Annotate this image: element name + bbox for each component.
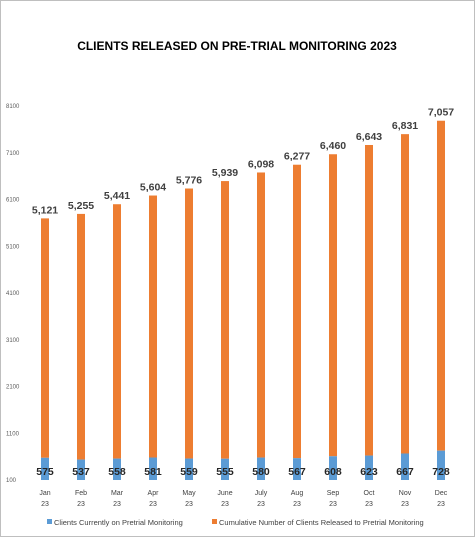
data-label-cumulative-released: 6,277 [284,151,310,163]
x-tick-label-year: 23 [365,501,373,508]
bar-currently-monitored [149,457,157,480]
bar-currently-monitored [41,457,49,480]
bar-cumulative-released [41,218,49,458]
data-label-currently-monitored: 580 [252,466,270,478]
x-tick-label-year: 23 [149,501,157,508]
bar-cumulative-released [221,181,229,459]
data-label-currently-monitored: 559 [180,466,198,478]
x-tick-label-year: 23 [293,501,301,508]
data-label-cumulative-released: 7,057 [428,107,454,119]
bar-cumulative-released [149,195,157,458]
legend: Clients Currently on Pretrial Monitoring… [47,518,424,527]
bar-currently-monitored [365,455,373,480]
data-label-currently-monitored: 537 [72,466,90,478]
bar-cumulative-released [437,120,445,451]
data-label-cumulative-released: 5,441 [104,190,130,202]
bar-currently-monitored [77,459,85,480]
legend-swatch [47,519,52,524]
y-tick-label: 7100 [6,151,20,157]
bar-currently-monitored [113,458,121,480]
data-label-cumulative-released: 5,939 [212,167,238,179]
data-label-cumulative-released: 6,098 [248,158,274,170]
data-label-currently-monitored: 567 [288,466,306,478]
x-tick-label-year: 23 [329,501,337,508]
x-tick-label-year: 23 [401,501,409,508]
x-axis: Jan 23 Feb 23 Mar 23 Apr 23 May 23 June 23 July 23 Aug… [39,490,447,508]
y-tick-label: 5100 [6,244,20,250]
x-tick-label-month: May [182,490,196,497]
x-tick-label-year: 23 [437,501,445,508]
bar-cumulative-released [257,172,265,458]
bar-currently-monitored [185,458,193,480]
x-tick-label-month: Sep [327,490,340,497]
data-label-cumulative-released: 5,255 [68,200,94,212]
data-label-currently-monitored: 623 [360,466,378,478]
data-label-currently-monitored: 667 [396,466,414,478]
x-tick-label-month: Apr [148,490,160,497]
x-tick-label-year: 23 [41,501,49,508]
bar-currently-monitored [329,456,337,480]
data-label-currently-monitored: 555 [216,466,234,478]
x-tick-label-month: Feb [75,490,87,497]
bar-currently-monitored [221,458,229,480]
x-tick-label-year: 23 [257,501,265,508]
x-tick-label-month: Oct [364,490,375,497]
y-tick-label: 3100 [6,338,20,344]
bar-cumulative-released [401,134,409,454]
y-tick-label: 4100 [6,291,20,297]
bar-cumulative-released [293,164,301,459]
chart-title: CLIENTS RELEASED ON PRE-TRIAL MONITORING… [77,39,397,53]
x-tick-label-year: 23 [77,501,85,508]
bar-currently-monitored [401,453,409,480]
bar-cumulative-released [365,144,373,456]
y-tick-label: 6100 [6,198,20,204]
data-label-cumulative-released: 5,121 [32,204,58,216]
bar-currently-monitored [437,450,445,480]
bar-cumulative-released [77,213,85,460]
x-tick-label-month: Mar [111,490,124,497]
data-label-cumulative-released: 5,776 [176,175,202,187]
legend-item-cumulative-released: Cumulative Number of Clients Released to… [219,518,424,527]
y-axis: 100 1100 2100 3100 4100 5100 6100 7100 8100 [6,104,20,484]
data-label-cumulative-released: 6,643 [356,131,382,143]
x-tick-label-month: Aug [291,490,304,497]
x-tick-label-month: July [255,490,268,497]
x-tick-label-year: 23 [221,501,229,508]
bar-cumulative-released [185,188,193,459]
legend-swatch [212,519,217,524]
data-label-cumulative-released: 6,831 [392,120,418,132]
bar-cumulative-released [113,204,121,459]
data-label-cumulative-released: 6,460 [320,140,346,152]
data-label-currently-monitored: 608 [324,466,342,478]
y-tick-label: 8100 [6,104,20,110]
data-label-currently-monitored: 581 [144,466,162,478]
y-tick-label: 1100 [6,431,20,437]
bar-cumulative-released [329,154,337,457]
x-tick-label-year: 23 [185,501,193,508]
bar-currently-monitored [293,458,301,480]
x-tick-label-month: Nov [399,490,412,497]
data-label-currently-monitored: 558 [108,466,126,478]
x-tick-label-year: 23 [113,501,121,508]
data-label-currently-monitored: 575 [36,466,54,478]
bar-currently-monitored [257,457,265,480]
x-tick-label-month: June [217,490,232,497]
bar-series: 575 5,121 537 5,255 558 5,441 581 5,604 559 5,776… [32,107,454,480]
data-label-cumulative-released: 5,604 [140,182,166,194]
legend-item-currently-monitored: Clients Currently on Pretrial Monitoring [54,518,183,527]
data-label-currently-monitored: 728 [432,466,450,478]
y-tick-label: 2100 [6,385,20,391]
x-tick-label-month: Jan [39,490,50,497]
y-tick-label: 100 [6,478,17,484]
x-tick-label-month: Dec [435,490,448,497]
